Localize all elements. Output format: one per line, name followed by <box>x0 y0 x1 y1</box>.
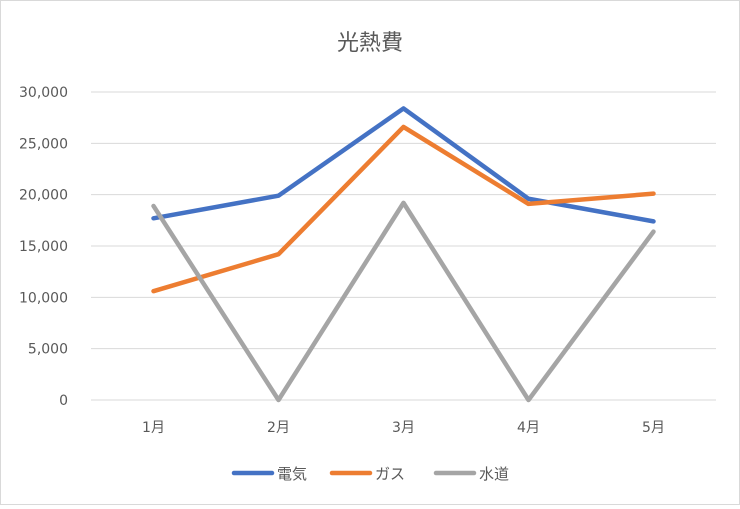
x-tick-label: 2月 <box>267 420 290 436</box>
legend-label: ガス <box>375 465 405 483</box>
series-lines <box>151 106 656 403</box>
y-tick-label: 5,000 <box>28 342 68 358</box>
y-tick-label: 10,000 <box>19 290 68 306</box>
y-tick-label: 30,000 <box>19 85 68 101</box>
legend: 電気 ガス 水道 <box>231 465 509 483</box>
series-line <box>151 106 656 224</box>
chart-title: 光熱費 <box>337 31 403 56</box>
legend-label: 水道 <box>479 465 509 483</box>
series-line <box>151 200 656 403</box>
y-tick-label: 20,000 <box>19 188 68 204</box>
y-tick-label: 25,000 <box>19 136 68 152</box>
x-tick-label: 3月 <box>392 420 415 436</box>
y-tick-label: 0 <box>59 393 68 409</box>
x-axis-tick-labels: 1月 2月 3月 4月 5月 <box>142 420 665 436</box>
legend-label: 電気 <box>277 465 307 483</box>
x-tick-label: 5月 <box>642 420 665 436</box>
y-tick-label: 15,000 <box>19 239 68 255</box>
y-axis-tick-labels: 0 5,000 10,000 15,000 20,000 25,000 30,000 <box>19 85 68 409</box>
series-line <box>151 124 656 294</box>
x-tick-label: 1月 <box>142 420 165 436</box>
x-tick-label: 4月 <box>517 420 540 436</box>
gridlines <box>91 91 716 401</box>
